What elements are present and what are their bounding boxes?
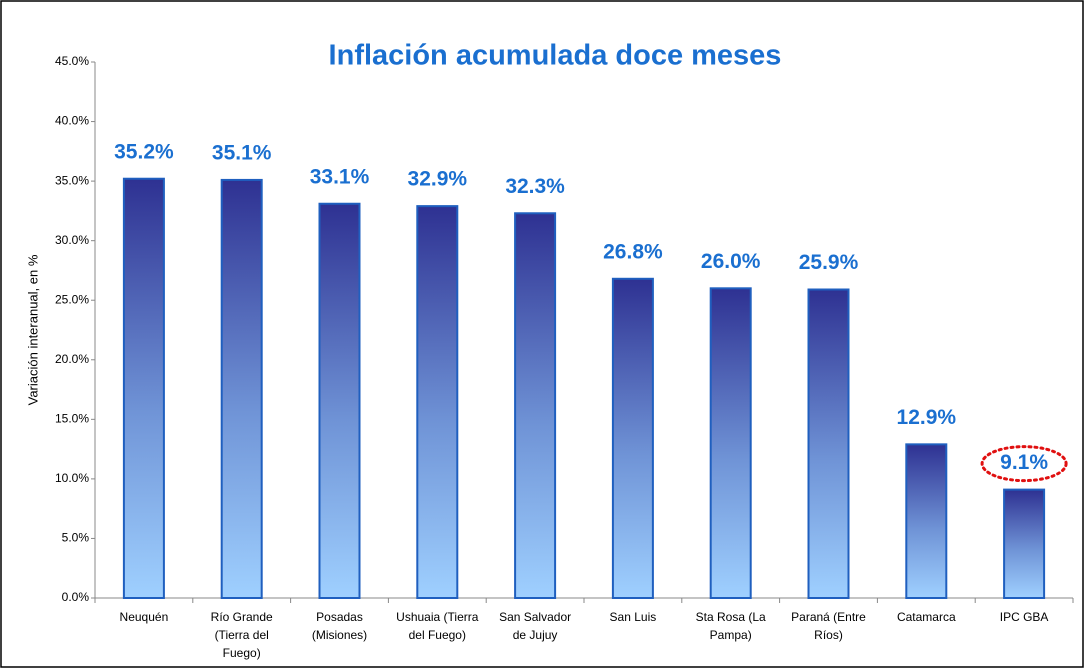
y-tick-label: 45.0%	[55, 54, 89, 68]
bar	[611, 277, 654, 599]
data-label: 9.1%	[1000, 451, 1048, 474]
bar	[807, 288, 850, 599]
x-tick-label: Sta Rosa (La Pampa)	[695, 610, 766, 642]
bar	[514, 212, 557, 599]
y-tick-label: 20.0%	[55, 352, 89, 366]
data-label: 25.9%	[799, 251, 859, 274]
bar	[709, 287, 752, 599]
y-axis-label: Variación interanual, en %	[25, 254, 40, 405]
bar	[122, 177, 165, 599]
x-tick-label: Ushuaia (Tierra del Fuego)	[396, 610, 479, 642]
data-label: 32.3%	[505, 175, 565, 198]
data-label: 33.1%	[310, 165, 370, 188]
bar	[416, 205, 459, 599]
x-tick-label: IPC GBA	[999, 610, 1049, 624]
y-tick-label: 25.0%	[55, 292, 89, 306]
x-tick-label: San Luis	[609, 610, 657, 624]
x-tick-label: Catamarca	[896, 610, 956, 624]
bar	[1003, 488, 1046, 599]
x-tick-label: Posadas (Misiones)	[311, 610, 368, 642]
x-tick-label: Río Grande (Tierra del Fuego)	[210, 610, 273, 660]
x-tick-label: San Salvador de Jujuy	[499, 610, 572, 642]
y-tick-label: 0.0%	[62, 590, 90, 604]
bar	[220, 178, 263, 599]
y-tick-label: 30.0%	[55, 233, 89, 247]
x-tick-label: Neuquén	[119, 610, 169, 624]
data-label: 12.9%	[897, 406, 957, 429]
data-label: 26.0%	[701, 250, 761, 273]
y-tick-label: 10.0%	[55, 471, 89, 485]
bar	[318, 202, 361, 599]
chart-title: Inflación acumulada doce meses	[329, 40, 782, 72]
y-tick-label: 40.0%	[55, 114, 89, 128]
data-label: 35.1%	[212, 141, 272, 164]
highlight-circle	[980, 445, 1068, 483]
data-label: 26.8%	[603, 240, 663, 263]
x-tick-label: Paraná (Entre Ríos)	[791, 610, 866, 642]
data-label: 32.9%	[408, 168, 468, 191]
bar	[905, 443, 948, 600]
data-label: 35.2%	[114, 140, 174, 163]
y-tick-label: 5.0%	[62, 531, 90, 545]
y-tick-label: 35.0%	[55, 173, 89, 187]
y-tick-label: 15.0%	[55, 412, 89, 426]
